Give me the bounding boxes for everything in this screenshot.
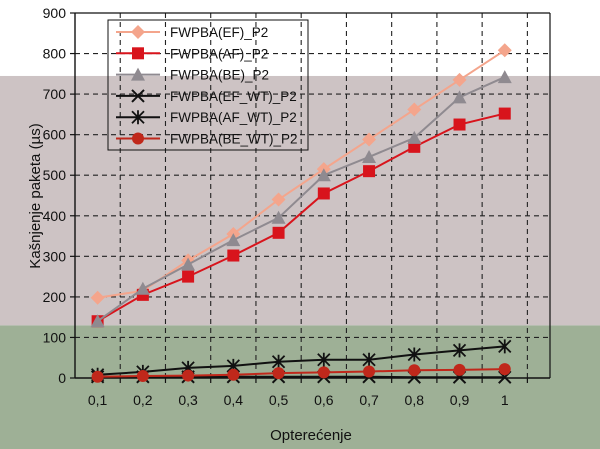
y-tick-label: 100 [43, 329, 67, 345]
series-2 [90, 70, 512, 328]
x-axis-title: Opterećenje [270, 427, 352, 444]
data-point [363, 165, 376, 178]
data-point [227, 368, 240, 381]
x-tick-label: 0,6 [314, 392, 334, 408]
data-point [408, 364, 421, 377]
x-tick-label: 0,8 [405, 392, 425, 408]
y-tick-label: 0 [58, 370, 66, 386]
data-point [271, 192, 286, 207]
legend-item: FWPBA(AF_WT)_P2 [116, 110, 297, 125]
series-line [97, 345, 505, 376]
legend-label: FWPBA(EF_WT)_P2 [170, 89, 297, 104]
x-tick-label: 0,3 [178, 392, 198, 408]
y-tick-label: 300 [43, 248, 67, 264]
data-point [226, 233, 241, 247]
x-tick-labels: 0,1 0,2 0,3 0,4 0,5 0,6 0,7 0,8 0,9 1 [88, 392, 509, 408]
data-point [407, 130, 422, 144]
legend-item: FWPBA(EF)_P2 [116, 25, 268, 40]
background-band-2 [0, 0, 600, 76]
series-5 [91, 363, 511, 383]
x-tick-label: 0,9 [450, 392, 470, 408]
data-point [182, 369, 195, 382]
data-point [363, 365, 376, 378]
legend-marker [132, 132, 144, 145]
legend-label: FWPBA(BE)_P2 [170, 68, 269, 83]
legend-marker [131, 110, 145, 125]
data-point [317, 187, 330, 200]
legend-item: FWPBA(BE)_P2 [116, 67, 269, 83]
x-tick-label: 1 [501, 392, 509, 408]
y-tick-label: 600 [43, 127, 67, 143]
data-point [316, 168, 331, 182]
legend-marker [131, 67, 145, 81]
data-point [498, 339, 512, 354]
series-group [90, 43, 512, 384]
data-point [272, 226, 285, 239]
data-point [452, 343, 467, 358]
data-point [317, 352, 331, 367]
legend-marker [132, 47, 144, 60]
y-tick-label: 500 [43, 167, 67, 183]
data-point [498, 107, 511, 120]
data-point [362, 352, 376, 367]
data-point [136, 369, 149, 382]
y-tick-label: 200 [43, 289, 67, 305]
data-point [452, 72, 467, 87]
y-axis-title: Kašnjenje paketa (µs) [27, 123, 44, 268]
data-point [271, 210, 286, 224]
data-point [181, 257, 196, 271]
legend-item: FWPBA(EF_WT)_P2 [116, 89, 297, 104]
legend-box [107, 19, 309, 151]
y-tick-labels: 0 100 200 300 400 500 600 700 800 900 [43, 5, 67, 386]
data-point [362, 132, 377, 147]
series-1 [91, 107, 511, 328]
series-line [97, 368, 505, 378]
data-point [227, 249, 240, 262]
data-point [271, 354, 286, 369]
x-tick-label: 0,5 [269, 392, 289, 408]
legend-item: FWPBA(AF)_P2 [116, 46, 268, 61]
data-point [272, 367, 285, 380]
y-tick-label: 400 [43, 208, 67, 224]
data-point [317, 366, 330, 379]
legend-label: FWPBA(BE_WT)_P2 [170, 132, 298, 147]
legend-label: FWPBA(AF)_P2 [170, 46, 268, 61]
data-point [407, 347, 421, 362]
legend: FWPBA(EF)_P2 FWPBA(AF)_P2 FWPBA(BE)_P2 FWPB… [107, 19, 309, 151]
data-point [453, 363, 466, 376]
data-point [452, 90, 467, 104]
x-tick-label: 0,2 [133, 392, 153, 408]
series-line [97, 76, 506, 323]
data-point [90, 314, 105, 328]
data-point [453, 118, 466, 131]
legend-item: FWPBA(BE_WT)_P2 [116, 132, 298, 147]
axes [70, 12, 551, 383]
y-tick-label: 900 [43, 5, 67, 21]
data-point [182, 270, 195, 283]
y-tick-label: 700 [43, 86, 67, 102]
x-tick-label: 0,1 [88, 392, 108, 408]
data-point [362, 149, 377, 163]
data-point [497, 43, 512, 58]
y-tick-label: 800 [43, 46, 67, 62]
data-point [91, 370, 104, 383]
series-line [97, 112, 505, 323]
legend-marker [131, 25, 145, 39]
x-tick-label: 0,7 [359, 392, 379, 408]
data-point [90, 290, 105, 305]
x-tick-label: 0,4 [224, 392, 244, 408]
data-point [498, 363, 511, 376]
data-point [497, 70, 512, 84]
data-point [135, 281, 150, 295]
legend-label: FWPBA(EF)_P2 [170, 25, 268, 40]
data-point [407, 102, 422, 117]
legend-marker [131, 89, 145, 103]
legend-label: FWPBA(AF_WT)_P2 [170, 110, 297, 125]
